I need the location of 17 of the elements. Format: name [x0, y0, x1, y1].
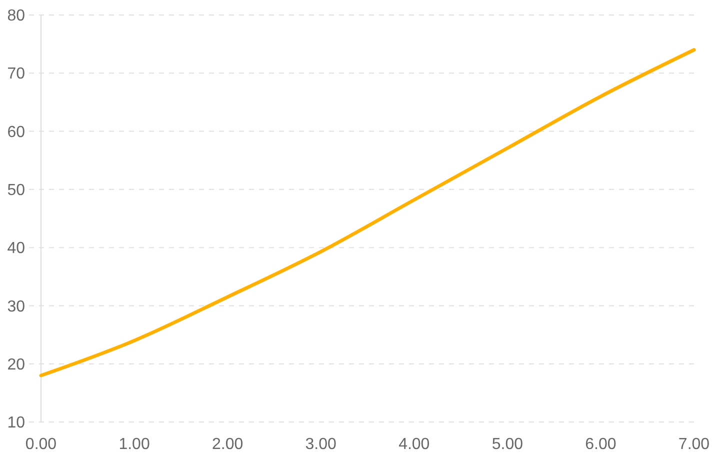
x-tick-label: 4.00 [398, 436, 430, 453]
y-tick-label: 40 [7, 240, 26, 258]
y-tick-label: 70 [7, 66, 26, 83]
x-tick-label: 5.00 [492, 436, 524, 453]
x-tick-label: 0.00 [25, 436, 57, 453]
y-tick-label: 80 [7, 8, 26, 25]
y-tick-label: 60 [7, 124, 26, 141]
y-tick-label: 50 [7, 182, 26, 200]
y-tick-label: 20 [7, 356, 26, 374]
y-tick-label: 30 [7, 298, 26, 316]
x-tick-label: 3.00 [305, 436, 337, 453]
x-tick-label: 7.00 [678, 436, 710, 453]
x-tick-label: 2.00 [212, 436, 244, 453]
x-tick-label: 1.00 [118, 436, 150, 453]
x-tick-label: 6.00 [585, 436, 616, 453]
line-series [39, 48, 696, 378]
y-tick-label: 10 [7, 414, 26, 432]
